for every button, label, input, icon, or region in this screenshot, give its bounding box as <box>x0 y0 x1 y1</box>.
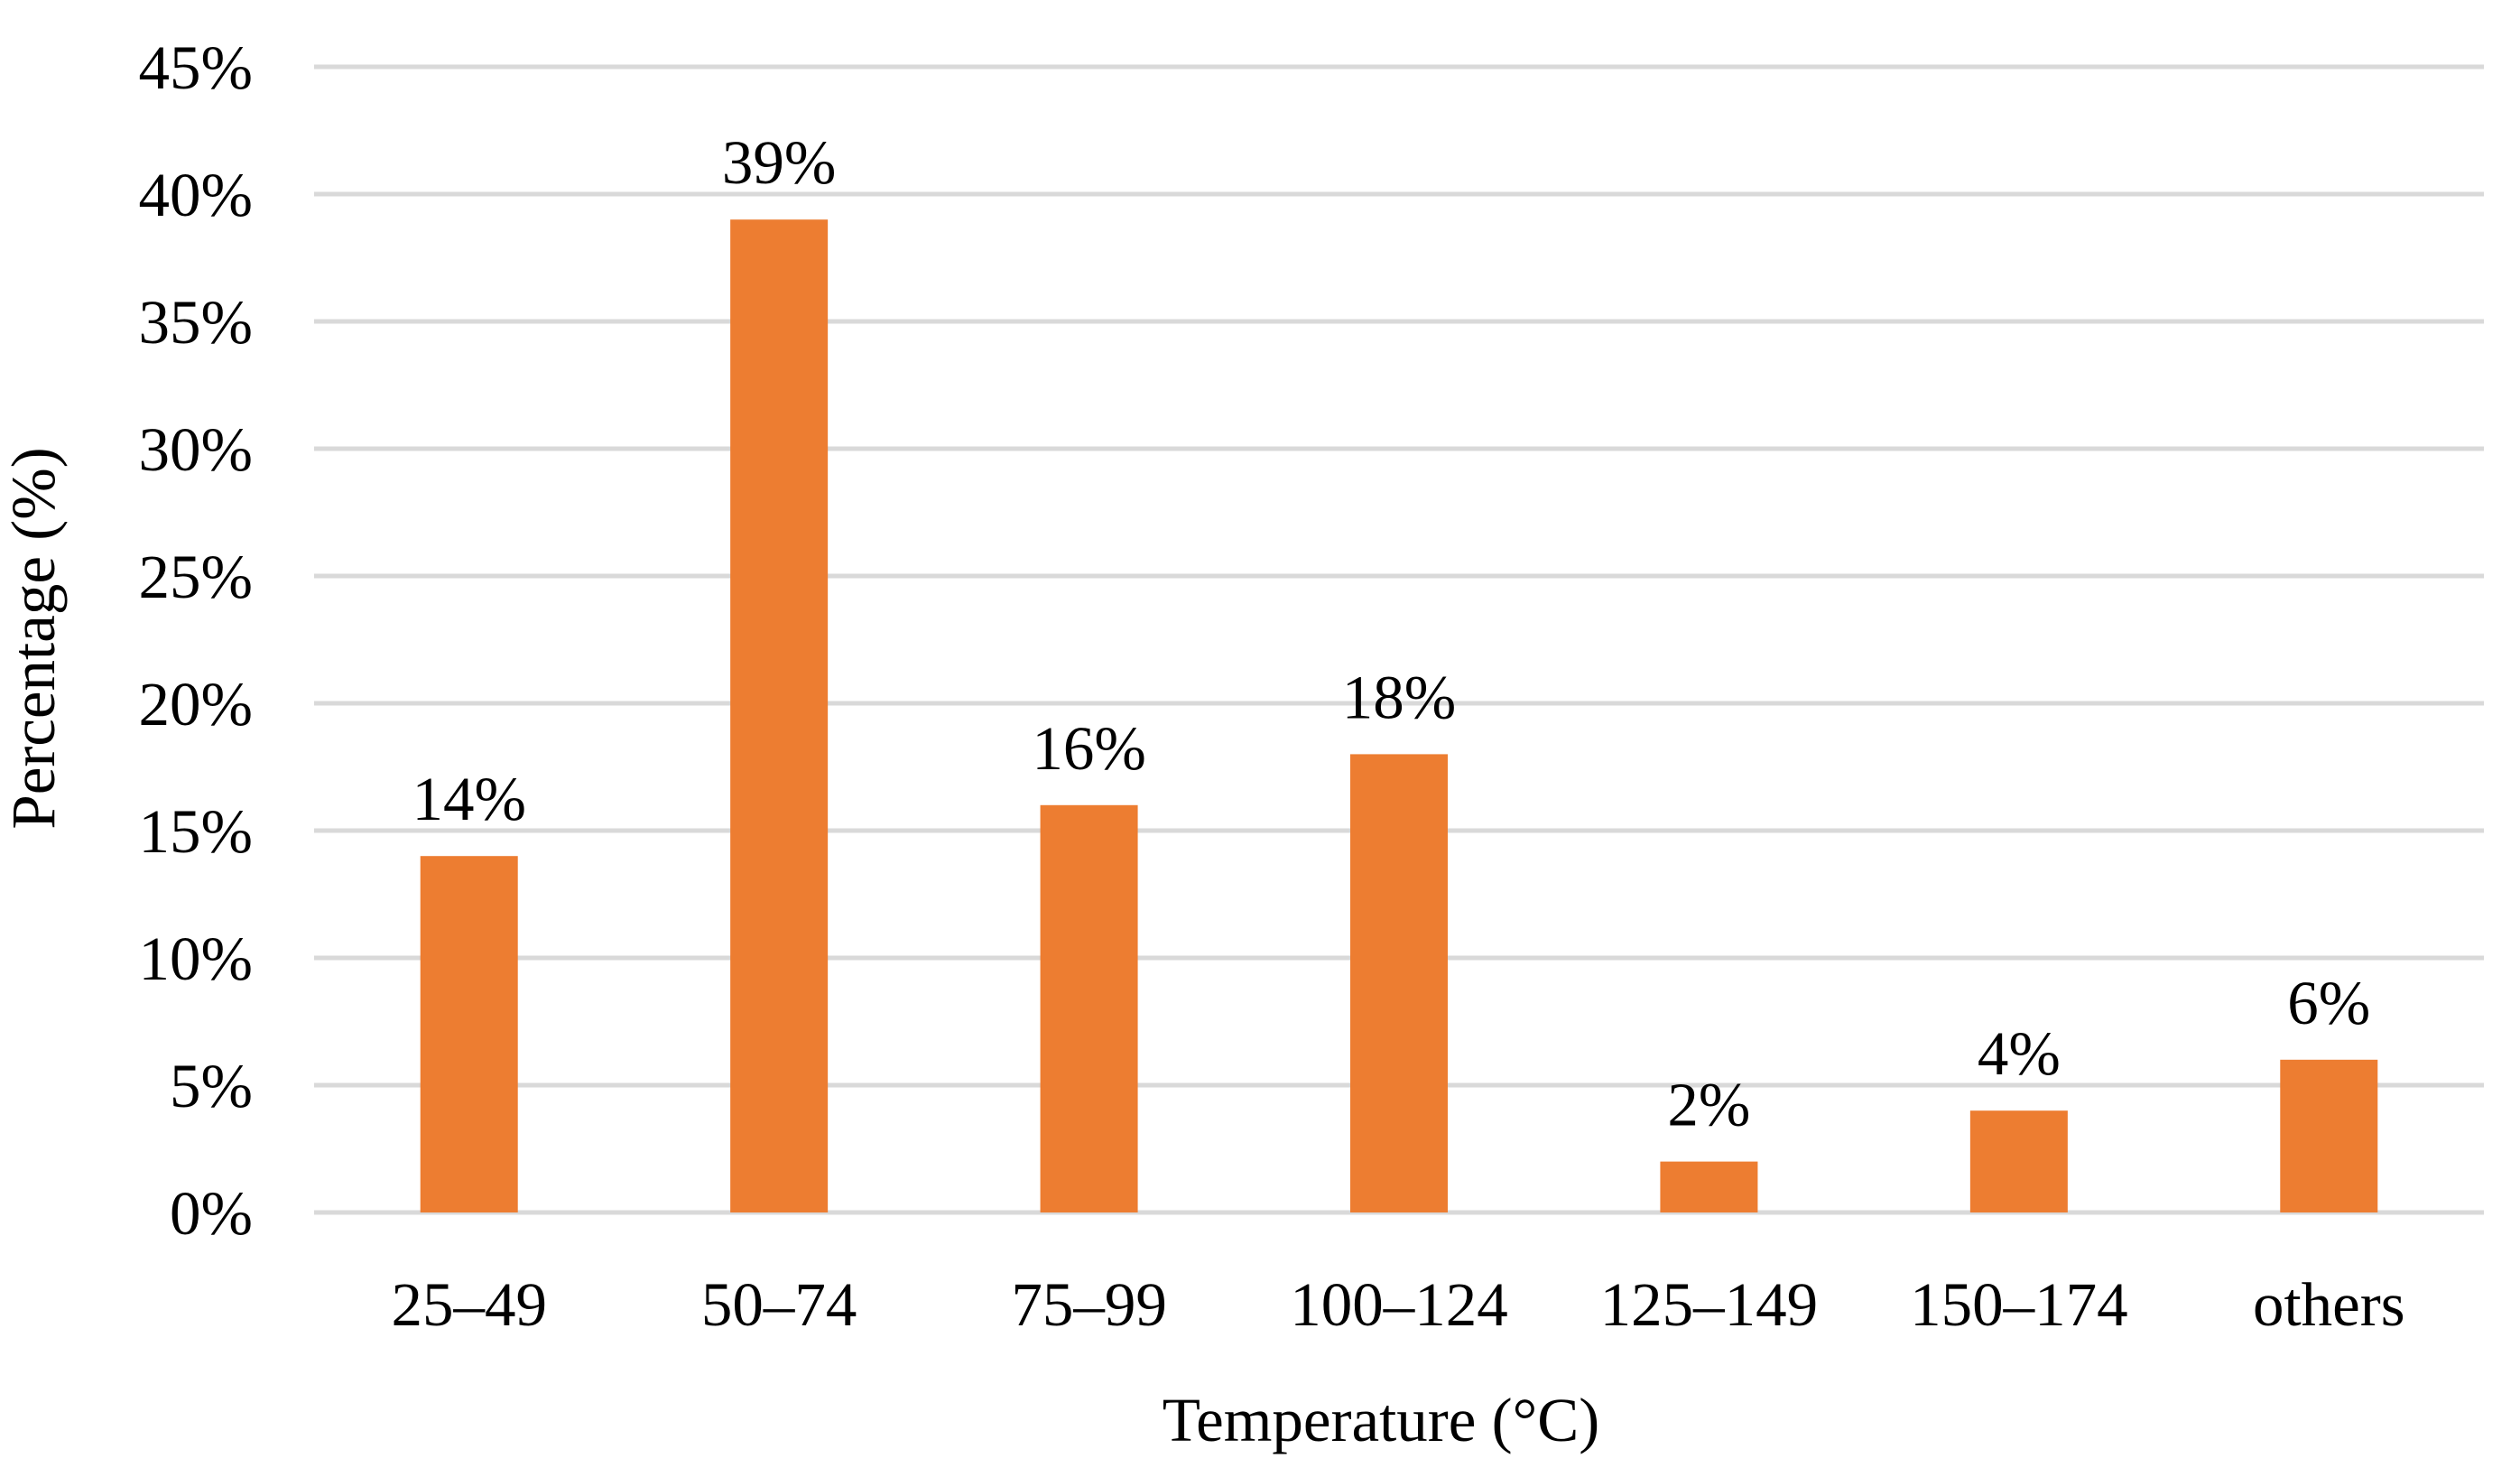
x-tick-label: 100–124 <box>1290 1270 1508 1339</box>
bar-6 <box>1969 1110 2068 1212</box>
y-tick-label: 25% <box>139 543 253 611</box>
data-label: 14% <box>412 765 525 833</box>
grid-layer <box>314 64 2484 1215</box>
x-tick-label: others <box>2253 1270 2405 1339</box>
bar-7 <box>2280 1059 2378 1212</box>
y-tick-label: 35% <box>139 288 253 357</box>
x-axis-ticks: 25–49 50–74 75–99 100–124 125–149 150–174 othe… <box>391 1270 2404 1339</box>
bar-2 <box>730 219 829 1213</box>
x-tick-label: 125–149 <box>1600 1270 1819 1339</box>
x-tick-label: 75–99 <box>1011 1270 1167 1339</box>
y-tick-label: 15% <box>139 797 253 866</box>
y-tick-label: 30% <box>139 415 253 484</box>
y-axis-ticks: 0% 5% 10% 15% 20% 25% 30% 35% 40% 45% <box>139 33 253 1248</box>
data-label: 6% <box>2287 969 2370 1037</box>
y-axis-title: Percentage (%) <box>0 447 68 829</box>
x-axis-title: Temperature (°C) <box>1163 1386 1599 1454</box>
bar-1 <box>420 856 518 1212</box>
y-tick-label: 0% <box>170 1179 253 1248</box>
data-label: 18% <box>1342 663 1456 731</box>
y-tick-label: 45% <box>139 33 253 102</box>
data-label: 4% <box>1978 1019 2061 1088</box>
x-tick-label: 25–49 <box>391 1270 547 1339</box>
x-tick-label: 50–74 <box>701 1270 857 1339</box>
data-label: 2% <box>1667 1071 1750 1139</box>
data-label: 16% <box>1032 714 1145 783</box>
bar-4 <box>1350 754 1448 1212</box>
y-tick-label: 10% <box>139 924 253 993</box>
y-tick-label: 5% <box>170 1052 253 1120</box>
bar-3 <box>1040 804 1138 1212</box>
y-tick-label: 40% <box>139 161 253 229</box>
bar-5 <box>1660 1161 1758 1212</box>
bar-layer <box>420 219 2378 1213</box>
y-tick-label: 20% <box>139 670 253 738</box>
x-tick-label: 150–174 <box>1910 1270 2128 1339</box>
data-label-layer: 14% 39% 16% 18% 2% 4% 6% <box>412 128 2370 1138</box>
data-label: 39% <box>722 128 836 197</box>
